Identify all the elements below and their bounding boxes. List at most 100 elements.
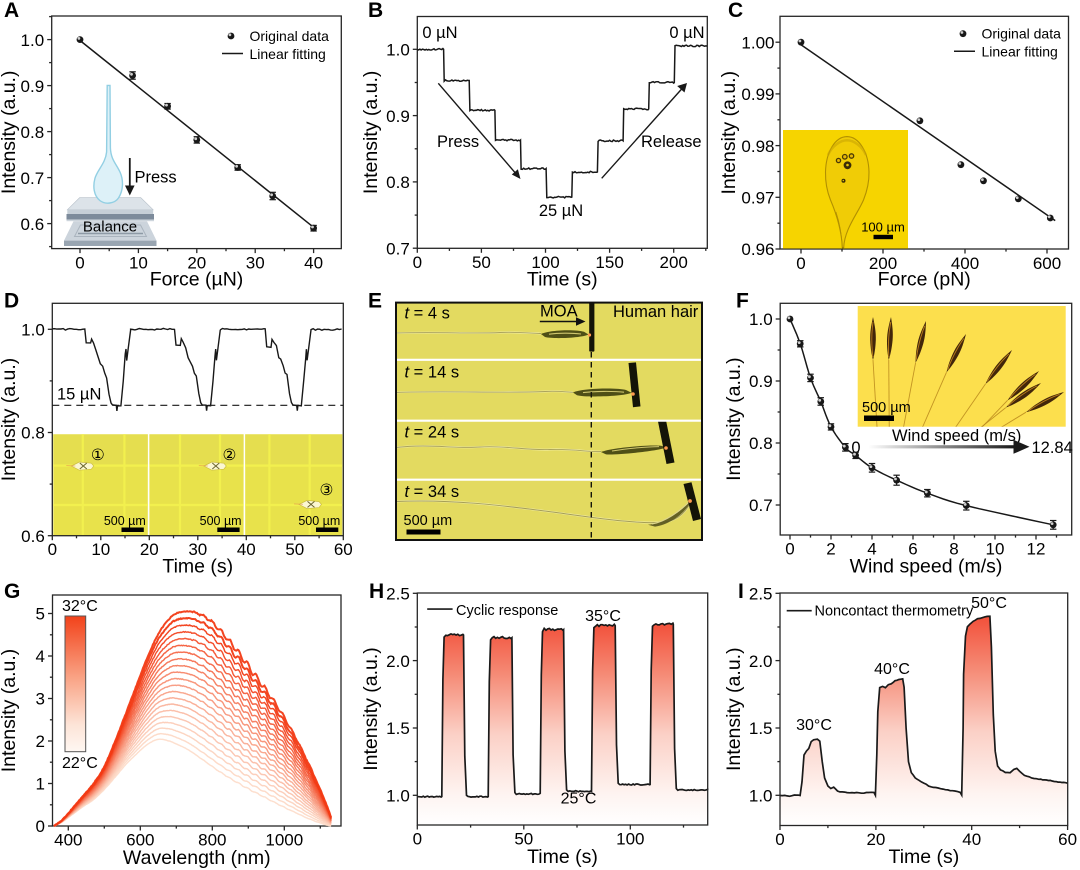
svg-text:25°C: 25°C [561,791,597,808]
svg-text:Intensity (a.u.): Intensity (a.u.) [360,71,382,195]
svg-text:1.0: 1.0 [749,787,773,806]
svg-text:H: H [369,580,384,603]
svg-text:15 µN: 15 µN [57,386,101,404]
svg-text:1.5: 1.5 [386,719,410,738]
svg-text:50: 50 [285,540,304,559]
svg-text:2: 2 [826,540,835,559]
svg-text:20: 20 [187,254,206,273]
svg-text:0.7: 0.7 [749,496,773,515]
svg-text:0: 0 [75,254,84,273]
svg-text:1: 1 [36,775,45,794]
svg-text:0.8: 0.8 [749,434,773,453]
svg-text:100: 100 [531,253,559,272]
svg-text:t = 24 s: t = 24 s [405,424,460,442]
svg-text:200: 200 [869,254,897,273]
svg-text:①: ① [91,447,105,464]
svg-text:0.8: 0.8 [21,424,45,443]
svg-text:2.0: 2.0 [749,652,773,671]
svg-text:Intensity (a.u.): Intensity (a.u.) [723,357,745,481]
svg-text:G: G [4,580,20,603]
svg-text:Human hair: Human hair [613,303,699,321]
svg-text:0: 0 [851,439,860,457]
svg-text:35°C: 35°C [585,608,621,625]
svg-text:60: 60 [334,540,353,559]
svg-text:1.5: 1.5 [749,719,773,738]
svg-text:1.00: 1.00 [741,33,774,52]
svg-text:500 µm: 500 µm [862,400,911,416]
svg-text:0: 0 [796,254,805,273]
svg-text:0.96: 0.96 [741,240,774,259]
svg-text:5: 5 [36,605,45,624]
svg-text:0.9: 0.9 [21,77,45,96]
svg-text:1000: 1000 [265,831,303,850]
svg-text:1.0: 1.0 [21,321,45,340]
svg-text:MOA: MOA [540,303,578,321]
svg-text:Time (s): Time (s) [527,846,598,868]
svg-text:100 µm: 100 µm [861,220,905,235]
svg-text:③: ③ [319,482,333,499]
svg-text:B: B [368,0,383,22]
svg-text:1.0: 1.0 [21,31,45,50]
svg-text:Time (s): Time (s) [527,269,598,291]
svg-text:Original data: Original data [982,26,1062,42]
svg-text:②: ② [223,447,237,464]
svg-text:1.0: 1.0 [749,310,773,329]
svg-text:Original data: Original data [250,28,330,44]
svg-text:100: 100 [616,830,644,849]
svg-text:50: 50 [514,830,533,849]
svg-text:500 µm: 500 µm [200,514,242,528]
svg-text:Time (s): Time (s) [162,556,233,578]
svg-text:Intensity (a.u.): Intensity (a.u.) [0,649,20,773]
svg-text:0: 0 [785,540,794,559]
svg-text:0.9: 0.9 [386,107,410,126]
svg-text:40: 40 [962,830,981,849]
svg-text:3: 3 [36,690,45,709]
svg-text:400: 400 [54,831,82,850]
svg-text:6: 6 [908,540,917,559]
svg-text:25 µN: 25 µN [539,202,583,220]
svg-text:0: 0 [413,253,422,272]
svg-text:500 µm: 500 µm [404,513,453,529]
svg-text:Intensity (a.u.): Intensity (a.u.) [360,647,382,771]
svg-text:Press: Press [135,169,177,187]
svg-text:40: 40 [237,540,256,559]
svg-text:150: 150 [595,253,623,272]
svg-text:1.0: 1.0 [386,41,410,60]
svg-text:0.6: 0.6 [21,215,45,234]
svg-text:0.8: 0.8 [386,173,410,192]
svg-text:0 µN: 0 µN [422,24,457,42]
svg-text:60: 60 [1058,830,1077,849]
svg-text:Intensity (a.u.): Intensity (a.u.) [723,647,745,771]
svg-text:Time (s): Time (s) [889,846,960,868]
svg-text:C: C [728,0,743,22]
svg-text:Release: Release [641,133,702,151]
svg-text:800: 800 [198,831,226,850]
svg-text:Linear fitting: Linear fitting [250,46,326,62]
svg-text:200: 200 [660,253,688,272]
svg-text:12: 12 [1027,540,1046,559]
svg-text:40: 40 [304,254,323,273]
svg-text:D: D [4,290,19,313]
svg-text:8: 8 [949,540,958,559]
svg-text:12.84: 12.84 [1032,439,1073,457]
svg-text:0.7: 0.7 [21,169,45,188]
svg-text:I: I [738,580,744,603]
svg-text:400: 400 [951,254,979,273]
svg-text:Intensity (a.u.): Intensity (a.u.) [0,71,20,195]
svg-text:10: 10 [129,254,148,273]
svg-text:2.0: 2.0 [386,652,410,671]
svg-text:E: E [368,290,382,313]
svg-text:Wind speed (m/s): Wind speed (m/s) [892,427,1021,445]
svg-text:30: 30 [188,540,207,559]
svg-text:2: 2 [36,732,45,751]
svg-text:Cyclic response: Cyclic response [456,603,558,619]
svg-text:Balance: Balance [83,219,137,236]
svg-text:30°C: 30°C [796,717,832,734]
svg-text:Press: Press [437,133,479,151]
svg-text:F: F [736,290,749,313]
svg-text:10: 10 [91,540,110,559]
svg-text:t = 14 s: t = 14 s [405,364,460,382]
svg-text:1.0: 1.0 [386,787,410,806]
svg-text:0: 0 [775,830,784,849]
svg-text:Noncontact thermometry: Noncontact thermometry [815,604,975,620]
